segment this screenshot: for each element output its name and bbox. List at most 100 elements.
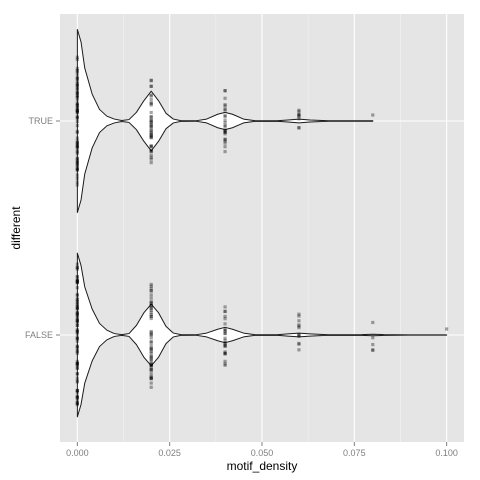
data-point [223,344,227,349]
data-point [149,333,153,337]
data-point [371,348,375,352]
data-point [297,126,301,130]
data-point [75,146,79,150]
data-point [75,129,79,133]
data-point [75,306,79,310]
data-point [149,103,153,107]
data-point [149,376,153,380]
data-point [149,134,153,139]
data-point [149,367,153,371]
data-point [75,305,79,309]
data-point [75,111,79,115]
data-point [149,131,153,136]
data-point [297,112,301,116]
data-point [223,96,227,100]
data-point [75,332,79,336]
data-point [371,348,375,352]
data-point [149,296,153,300]
data-point [75,158,79,162]
data-point [149,94,153,98]
data-point [75,262,79,266]
data-point [149,357,153,362]
data-point [371,113,375,117]
data-point [223,125,227,129]
data-point [149,375,153,379]
data-point [75,275,79,279]
data-point [75,66,79,70]
data-point [149,371,153,375]
data-point [75,329,79,333]
data-point [223,115,227,119]
data-point [75,361,79,365]
data-point [223,104,227,108]
data-point [149,365,153,369]
data-point [149,144,153,149]
data-point [223,113,227,117]
data-point [149,149,153,153]
data-point [75,173,79,177]
data-point [149,307,153,311]
data-point [75,297,79,302]
data-point [75,346,79,350]
data-point [75,311,79,315]
data-point [223,359,227,363]
data-point [223,331,227,336]
data-point [149,368,153,372]
data-point [75,91,79,96]
data-point [149,385,153,389]
data-point [75,149,79,153]
data-point [149,149,153,154]
data-point [75,388,79,393]
data-point [75,300,79,304]
data-point [75,183,79,187]
data-point [75,339,79,343]
data-point [149,316,153,321]
data-point [75,164,79,168]
data-point [223,350,227,354]
data-point [75,140,79,145]
data-point [149,153,153,157]
data-point [223,329,227,333]
data-point [149,144,153,149]
data-point [149,367,153,372]
data-point [75,57,79,62]
data-point [297,341,301,346]
data-point [75,323,79,328]
data-point [75,311,79,315]
data-point [75,94,79,98]
violin-true [76,29,374,213]
data-point [149,115,153,119]
data-point [75,163,79,167]
data-point [223,121,227,125]
data-point [75,319,79,323]
data-point [75,265,79,269]
data-point [297,333,301,337]
data-point [75,85,79,89]
data-point [149,343,153,348]
data-point [149,110,153,115]
data-point [149,356,153,360]
data-point [75,102,79,106]
data-point [75,401,79,405]
data-point [149,304,153,308]
data-point [149,93,153,97]
data-point [223,338,227,342]
data-point [75,160,79,164]
data-point [75,161,79,165]
y-axis: TRUE FALSE [25,116,60,340]
data-point [223,108,227,112]
data-point [75,395,79,399]
data-point [223,309,227,313]
data-point [75,280,79,284]
data-point [75,306,79,310]
data-point [223,331,227,335]
data-point [149,78,153,82]
data-point [297,333,301,337]
data-point [75,69,79,73]
data-point [75,395,79,399]
data-point [75,312,79,316]
data-point [75,136,79,140]
data-point [75,77,79,81]
data-point [75,180,79,184]
data-point [75,389,79,393]
